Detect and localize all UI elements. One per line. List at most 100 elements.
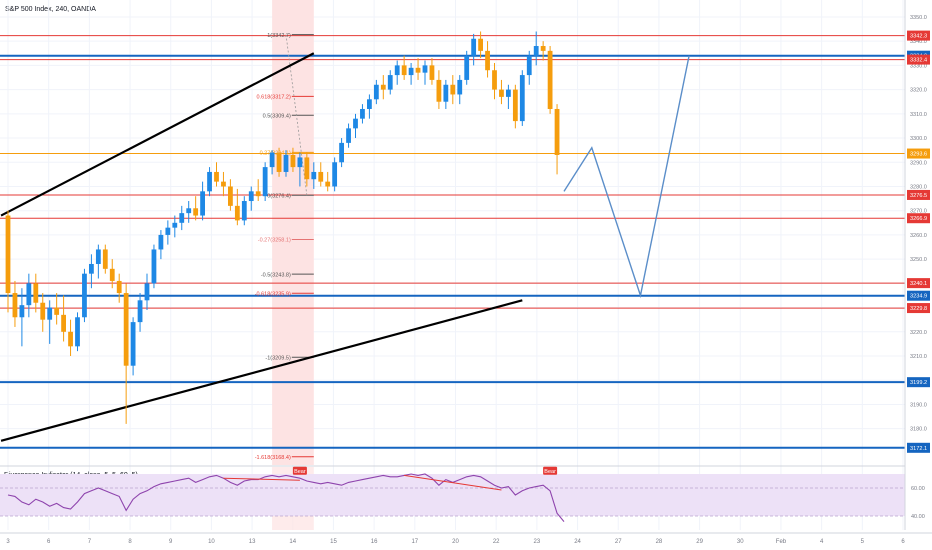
candle-bear — [5, 215, 11, 294]
candle-bull — [248, 191, 254, 202]
x-tick-label: 22 — [493, 539, 500, 545]
candle-bull — [130, 322, 136, 366]
candle-bull — [339, 142, 344, 163]
fib-level-label: 0.618(3317.2) — [257, 95, 291, 101]
candle-bull — [526, 55, 532, 76]
candle-bear — [325, 181, 331, 187]
fib-level-label: -1(3209.5) — [265, 355, 291, 361]
candle-bull — [186, 208, 192, 214]
x-tick-label: 8 — [128, 539, 132, 545]
x-tick-label: 15 — [330, 539, 337, 545]
candle-bull — [353, 118, 358, 129]
price-tag-red — [907, 30, 930, 41]
price-tag-red — [907, 278, 930, 289]
trendline — [0, 299, 523, 442]
candle-bear — [193, 208, 199, 216]
projection-path — [563, 55, 690, 299]
candle-bull — [311, 171, 317, 180]
candle-bear — [380, 84, 386, 90]
candle-bear — [429, 65, 435, 80]
x-tick-label: 13 — [249, 539, 256, 545]
candle-bear — [12, 293, 18, 318]
y-tick-label: 3310.0 — [910, 112, 927, 118]
y-tick-label: 3210.0 — [910, 354, 927, 360]
candle-bull — [144, 283, 150, 301]
candle-bull — [95, 249, 101, 264]
y-tick-label: 3280.0 — [910, 184, 927, 190]
y-tick-label: 3270.0 — [910, 209, 927, 215]
price-tag-red — [907, 54, 930, 65]
price-tag-label: 3172.1 — [910, 446, 927, 452]
price-axis-bg — [905, 0, 932, 550]
candle-bull — [519, 75, 525, 122]
candle-bear — [228, 186, 233, 206]
price-tag-red — [907, 303, 930, 314]
fib-level-label: -0.618(3235.9) — [255, 291, 291, 297]
fib-connector — [285, 34, 308, 196]
candle-bull — [464, 55, 470, 80]
candle-bear — [255, 191, 261, 197]
x-tick-label: 16 — [371, 539, 378, 545]
candle-bear — [485, 50, 490, 71]
candle-bull — [89, 263, 94, 274]
candle-bear — [401, 65, 407, 76]
candle-bear — [276, 152, 282, 172]
fib-level-label: 0.5(3309.4) — [263, 113, 291, 119]
x-tick-label: 29 — [696, 539, 703, 545]
bear-signal-badge — [543, 466, 558, 475]
trendline — [0, 52, 315, 217]
price-tag-label: 3293.6 — [910, 152, 927, 158]
candle-bear — [304, 157, 310, 180]
candle-bear — [499, 89, 504, 97]
divergence-line — [223, 477, 300, 481]
candle-bull — [165, 227, 171, 235]
fib-level-label: -0.27(3258.1) — [258, 238, 291, 244]
candle-bull — [151, 249, 157, 284]
candle-bull — [373, 84, 379, 100]
candle-bull — [297, 157, 303, 168]
y-tick-label: 3180.0 — [910, 427, 927, 433]
candle-bear — [478, 38, 483, 51]
y-tick-label: 3190.0 — [910, 402, 927, 408]
price-tag-label: 3332.4 — [910, 58, 927, 64]
candle-bull — [241, 201, 247, 221]
price-tag-label: 3266.9 — [910, 216, 927, 222]
x-tick-label: 17 — [411, 539, 418, 545]
x-tick-label: 4 — [820, 539, 824, 545]
candle-bull — [207, 171, 212, 192]
x-tick-label: 24 — [574, 539, 581, 545]
candle-bear — [450, 84, 456, 95]
candle-bear — [40, 302, 46, 320]
candle-bull — [443, 84, 449, 102]
indicator-band — [0, 474, 905, 516]
y-tick-label: 3260.0 — [910, 233, 927, 239]
candle-bear — [512, 89, 518, 122]
price-tag-label: 3234.9 — [910, 294, 927, 300]
candle-bear — [415, 67, 421, 73]
x-tick-label: 14 — [289, 539, 296, 545]
indicator-tick-label: 40.00 — [911, 514, 925, 520]
candle-bear — [109, 268, 115, 281]
x-tick-label: 30 — [737, 539, 744, 545]
candle-bull — [387, 75, 393, 90]
y-tick-label: 3340.0 — [910, 39, 927, 45]
price-tag-blue — [907, 290, 930, 301]
bear-signal-badge — [292, 466, 307, 475]
indicator-line — [7, 473, 565, 522]
candle-bull — [533, 46, 539, 56]
x-tick-label: 28 — [656, 539, 663, 545]
price-tag-orange — [907, 148, 930, 159]
x-tick-label: 7 — [88, 539, 92, 545]
candle-bull — [172, 222, 178, 228]
candle-bull — [47, 307, 53, 320]
candle-bull — [408, 67, 414, 76]
x-tick-label: 6 — [47, 539, 51, 545]
candle-bear — [234, 205, 240, 221]
candle-bull — [394, 65, 400, 76]
highlight-zone — [272, 0, 314, 465]
candle-bull — [82, 273, 87, 318]
candle-bear — [54, 307, 60, 315]
price-tag-label: 3276.5 — [910, 193, 927, 199]
